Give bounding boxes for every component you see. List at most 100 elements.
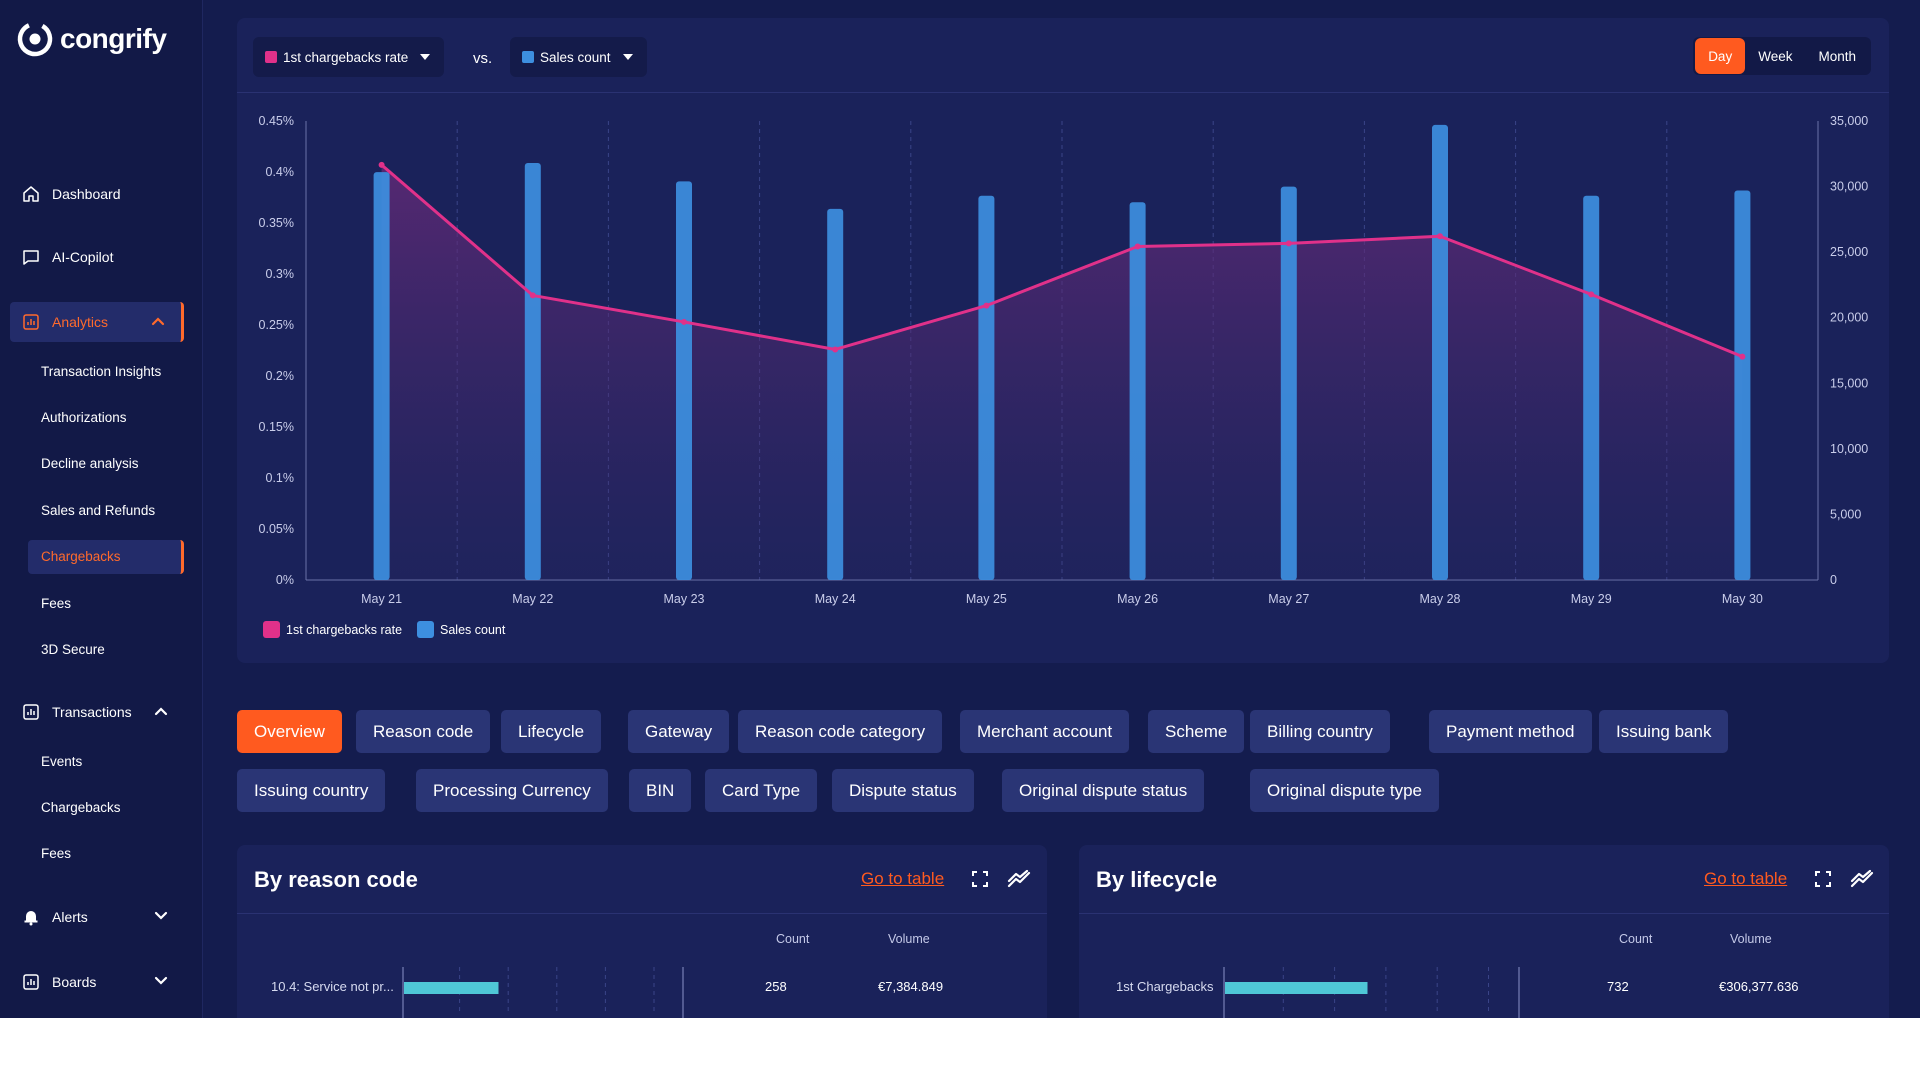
sales-bar	[1432, 124, 1448, 580]
column-header-count: Count	[776, 932, 810, 946]
lifecycle-panel: By lifecycle Go to table Count Volume 1s…	[1079, 845, 1889, 1018]
lifecycle-bar-chart	[1223, 967, 1520, 1018]
tab-issuing-country[interactable]: Issuing country	[237, 769, 386, 812]
reason-code-bar-chart	[402, 967, 684, 1018]
row-volume: €7,384.849	[878, 979, 944, 994]
expand-icon[interactable]	[970, 869, 990, 889]
go-to-table-link[interactable]: Go to table	[861, 869, 945, 888]
right-tick-label: 0	[1830, 573, 1837, 587]
rate-point	[832, 346, 839, 353]
sidebar-subitem-events[interactable]: Events	[41, 753, 83, 769]
chevron-up-icon[interactable]	[151, 314, 165, 328]
left-tick-label: 0%	[276, 573, 294, 587]
sidebar: congrify Dashboard AI-Copilot Analytics …	[0, 0, 203, 1018]
tab-issuing-bank[interactable]: Issuing bank	[1599, 710, 1729, 753]
chevron-up-icon[interactable]	[154, 704, 168, 718]
right-tick-label: 15,000	[1830, 376, 1868, 390]
tab-scheme[interactable]: Scheme	[1148, 710, 1245, 753]
chevron-down-icon[interactable]	[154, 909, 168, 923]
sidebar-subitem-fees[interactable]: Fees	[41, 846, 72, 862]
tab-reason-code[interactable]: Reason code	[356, 710, 491, 753]
left-tick-label: 0.45%	[259, 114, 294, 128]
chevron-down-icon[interactable]	[154, 974, 168, 988]
column-header-volume: Volume	[888, 932, 930, 946]
metric-right-select[interactable]: Sales count	[510, 37, 647, 77]
sidebar-subitem-fees[interactable]: Fees	[41, 595, 72, 611]
x-tick-label: May 24	[815, 592, 856, 606]
x-tick-label: May 22	[512, 592, 553, 606]
sidebar-subitem-sales-and-refunds[interactable]: Sales and Refunds	[41, 502, 156, 518]
sidebar-item-label: Boards	[52, 974, 97, 990]
go-to-table-link[interactable]: Go to table	[1704, 869, 1788, 888]
tab-lifecycle[interactable]: Lifecycle	[501, 710, 602, 753]
sidebar-item-alerts[interactable]: Alerts	[10, 897, 184, 937]
value-bar	[404, 982, 499, 994]
brand-logo[interactable]: congrify	[16, 20, 167, 58]
right-tick-label: 30,000	[1830, 180, 1868, 194]
sidebar-subitem-authorizations[interactable]: Authorizations	[41, 409, 127, 425]
rate-point	[378, 161, 385, 168]
tab-billing-country[interactable]: Billing country	[1250, 710, 1390, 753]
chat-icon	[22, 248, 40, 266]
x-tick-label: May 23	[664, 592, 705, 606]
sales-bar	[1734, 190, 1751, 580]
expand-icon[interactable]	[1813, 869, 1833, 889]
x-tick-label: May 25	[966, 592, 1007, 606]
left-tick-label: 0.3%	[266, 267, 295, 281]
sidebar-subitem-transaction-insights[interactable]: Transaction Insights	[41, 363, 162, 379]
legend-label-sales: Sales count	[440, 623, 506, 637]
sales-bar	[827, 208, 844, 580]
row-count: 258	[765, 979, 787, 994]
left-tick-label: 0.1%	[266, 471, 295, 485]
analytics-icon	[22, 313, 40, 331]
right-tick-label: 25,000	[1830, 245, 1868, 259]
metric-left-select[interactable]: 1st chargebacks rate	[253, 37, 445, 77]
tab-bin[interactable]: BIN	[629, 769, 692, 812]
period-month-button[interactable]: Month	[1818, 48, 1856, 64]
rate-area	[381, 164, 1743, 581]
rate-point	[1437, 233, 1443, 240]
left-tick-label: 0.15%	[259, 420, 294, 434]
sidebar-item-transactions[interactable]: Transactions	[10, 692, 184, 732]
left-tick-label: 0.05%	[259, 522, 294, 536]
rate-point	[1134, 243, 1141, 250]
tab-payment-method[interactable]: Payment method	[1429, 710, 1592, 753]
tab-gateway[interactable]: Gateway	[628, 710, 730, 753]
tab-dispute-status[interactable]: Dispute status	[832, 769, 974, 812]
right-tick-label: 5,000	[1830, 507, 1861, 521]
sidebar-subitem-chargebacks[interactable]: Chargebacks	[41, 799, 121, 815]
trend-icon[interactable]	[1007, 869, 1031, 889]
right-tick-label: 35,000	[1830, 114, 1868, 128]
tab-merchant-account[interactable]: Merchant account	[960, 710, 1130, 753]
sidebar-item-label: Dashboard	[52, 186, 121, 202]
pink-swatch-icon	[265, 51, 277, 63]
right-tick-label: 20,000	[1830, 311, 1868, 325]
sidebar-item-ai-copilot[interactable]: AI-Copilot	[10, 237, 184, 277]
legend-swatch-rate	[263, 621, 280, 638]
metric-left-label: 1st chargebacks rate	[283, 49, 409, 65]
tab-original-dispute-type[interactable]: Original dispute type	[1250, 769, 1439, 812]
tab-overview[interactable]: Overview	[237, 710, 342, 753]
period-day-button[interactable]: Day	[1695, 38, 1746, 74]
home-icon	[22, 185, 40, 203]
sidebar-subitem-3d-secure[interactable]: 3D Secure	[41, 641, 105, 657]
rate-point	[1588, 291, 1595, 298]
left-tick-label: 0.25%	[259, 318, 294, 332]
tab-card-type[interactable]: Card Type	[705, 769, 818, 812]
versus-label: vs.	[473, 50, 493, 67]
sidebar-item-analytics[interactable]: Analytics	[10, 302, 184, 342]
sidebar-item-label: Transactions	[52, 704, 132, 720]
tab-reason-code-category[interactable]: Reason code category	[738, 710, 943, 753]
legend-label-rate: 1st chargebacks rate	[286, 623, 402, 637]
sidebar-subitem-chargebacks[interactable]: Chargebacks	[28, 539, 184, 574]
trend-icon[interactable]	[1850, 869, 1874, 889]
sidebar-subitem-decline-analysis[interactable]: Decline analysis	[41, 456, 139, 472]
x-tick-label: May 28	[1420, 592, 1461, 606]
tab-processing-currency[interactable]: Processing Currency	[416, 769, 608, 812]
rate-point	[529, 292, 536, 299]
sidebar-item-boards[interactable]: Boards	[10, 962, 184, 1002]
tab-original-dispute-status[interactable]: Original dispute status	[1002, 769, 1205, 812]
blue-swatch-icon	[522, 51, 534, 63]
sidebar-item-dashboard[interactable]: Dashboard	[10, 174, 184, 214]
period-week-button[interactable]: Week	[1758, 48, 1793, 64]
